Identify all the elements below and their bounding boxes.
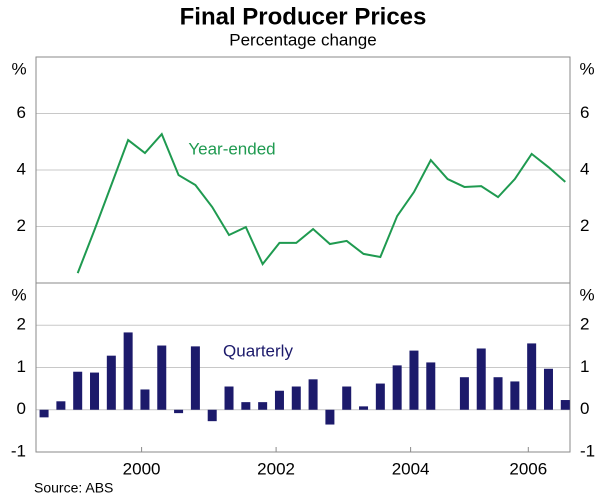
x-tick-label: 2000 (123, 459, 161, 478)
bar (258, 402, 268, 410)
bar (291, 386, 301, 410)
y-tick-label: 6 (17, 103, 26, 122)
x-tick-label: 2006 (509, 459, 547, 478)
x-tick-label: 2002 (257, 459, 295, 478)
bar (174, 409, 184, 414)
series-label: Quarterly (223, 341, 293, 360)
y-tick-label: 2 (17, 315, 26, 334)
y-unit-right: % (579, 285, 594, 304)
plot-frame (35, 282, 571, 453)
x-tick-label: 2004 (392, 459, 430, 478)
bar (359, 406, 369, 410)
y-tick-label: 2 (17, 216, 26, 235)
y-unit: % (11, 285, 26, 304)
bar (342, 386, 352, 410)
y-tick-label-right: -1 (580, 441, 595, 460)
source: Source: ABS (34, 480, 113, 496)
series-label: Year-ended (188, 139, 275, 158)
bar (56, 401, 66, 410)
bar (207, 409, 217, 422)
y-tick-label-right: 2 (580, 315, 589, 334)
bar (39, 409, 49, 418)
y-tick-label: 4 (17, 159, 26, 178)
y-tick-label: 0 (17, 399, 26, 418)
bar (426, 362, 436, 410)
y-unit-right: % (579, 59, 594, 78)
y-tick-label-right: 4 (580, 159, 589, 178)
y-tick-label-right: 0 (580, 399, 589, 418)
bar (90, 372, 100, 410)
bar (510, 381, 520, 410)
bar (325, 409, 335, 425)
y-tick-label-right: 1 (580, 357, 589, 376)
bar (274, 390, 284, 410)
chart-subtitle: Percentage change (229, 30, 376, 49)
bar (527, 343, 537, 410)
bar (308, 379, 318, 410)
bar (493, 377, 503, 410)
y-tick-label: -1 (11, 441, 26, 460)
bar (241, 402, 251, 410)
bar (140, 389, 150, 410)
bar (543, 368, 553, 410)
bar (73, 371, 83, 410)
bar (106, 355, 116, 410)
y-tick-label-right: 6 (580, 103, 589, 122)
bar (224, 386, 234, 410)
bar (123, 332, 133, 410)
bar (476, 348, 486, 410)
y-tick-label-right: 2 (580, 216, 589, 235)
bar (409, 350, 419, 410)
line (76, 132, 566, 274)
bar (375, 383, 385, 410)
y-unit: % (11, 59, 26, 78)
bar (157, 345, 167, 410)
bar (459, 377, 469, 410)
bar (190, 346, 200, 410)
bar (392, 365, 402, 410)
bar (560, 400, 570, 410)
y-tick-label: 1 (17, 357, 26, 376)
chart-title: Final Producer Prices (180, 3, 427, 30)
